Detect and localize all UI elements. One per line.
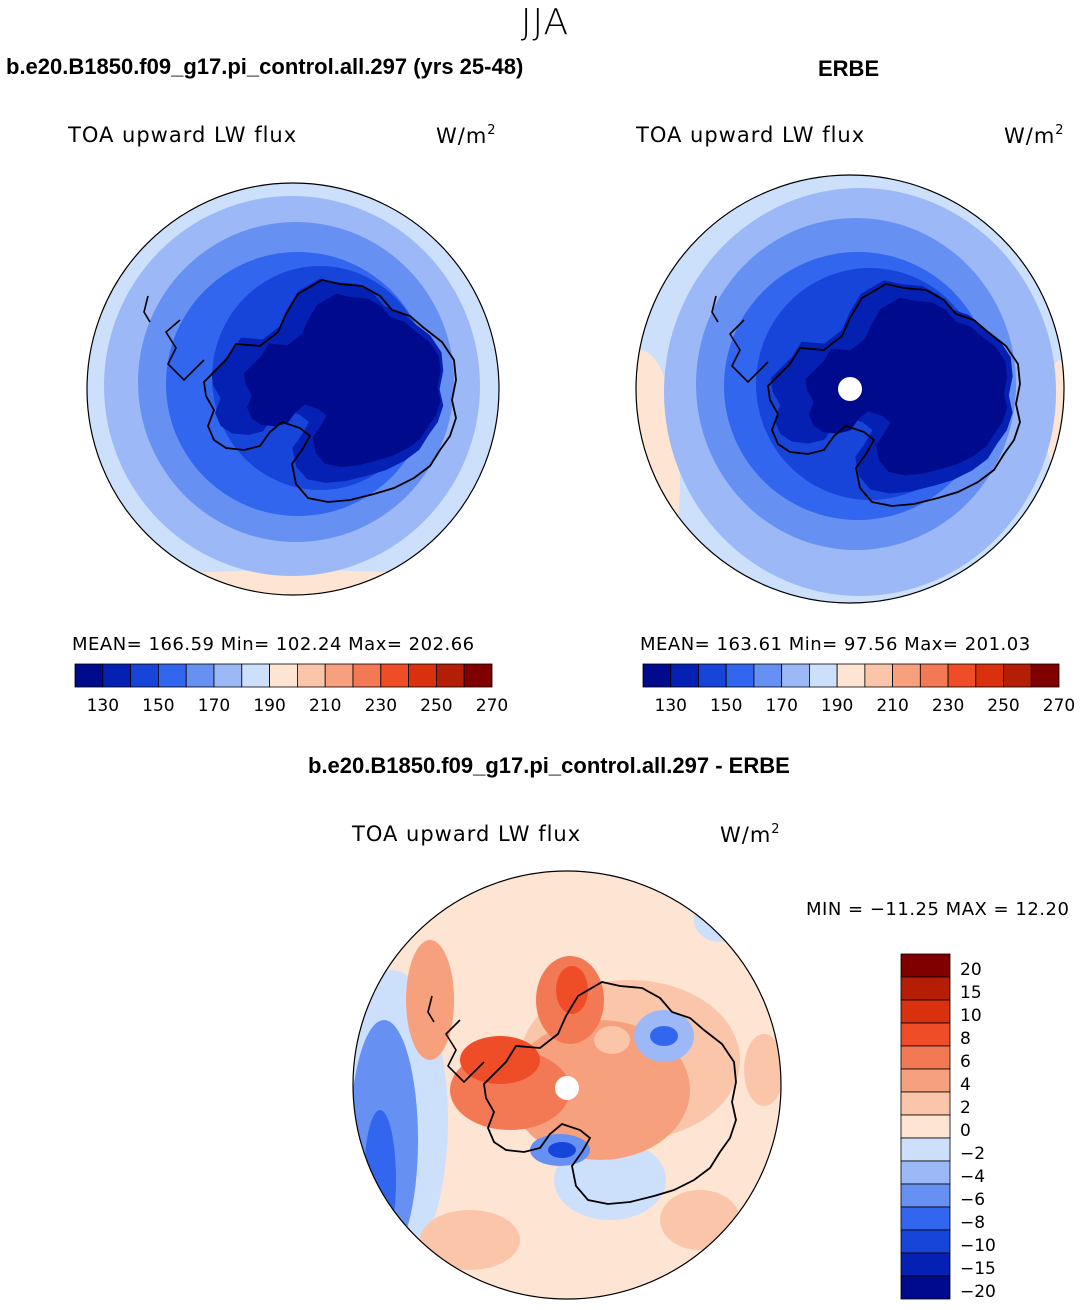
left-colorbar-tick-label: 230 [365, 696, 397, 716]
difference-colorbar-swatch [900, 1137, 951, 1162]
left-stats: MEAN= 166.59 Min= 102.24 Max= 202.66 [72, 634, 475, 655]
right-colorbar-swatch [698, 663, 727, 688]
left-colorbar-swatch [296, 663, 326, 688]
left-colorbar-tick-label: 210 [309, 696, 341, 716]
left-colorbar-tick-label: 190 [253, 696, 285, 716]
difference-colorbar-tick-label: 6 [960, 1052, 971, 1072]
diff-stats: MIN = −11.25 MAX = 12.20 [806, 899, 1070, 920]
difference-colorbar-tick-label: −20 [960, 1282, 996, 1302]
difference-colorbar-swatch [900, 953, 951, 978]
right-colorbar-swatch [642, 663, 672, 688]
difference-colorbar-swatch [900, 1229, 951, 1254]
left-colorbar-tick-label: 150 [142, 696, 174, 716]
left-colorbar-tick-label: 270 [476, 696, 508, 716]
right-colorbar-swatch [919, 663, 949, 688]
left-colorbar: 130 150 170 190 210 230 250 270 [74, 663, 508, 716]
right-colorbar-tick-label: 270 [1043, 696, 1075, 716]
left-colorbar-swatch [435, 663, 465, 688]
right-colorbar-swatch [1003, 663, 1032, 688]
difference-colorbar-tick-label: 10 [960, 1006, 982, 1026]
difference-colorbar-tick-label: −8 [960, 1213, 985, 1233]
right-colorbar-swatch [975, 663, 1004, 688]
left-colorbar-tick-label: 250 [420, 696, 452, 716]
left-colorbar-swatch [241, 663, 271, 688]
left-colorbar-swatch [185, 663, 215, 688]
difference-colorbar-tick-label: 20 [960, 960, 982, 980]
right-colorbar-swatch [1030, 663, 1060, 688]
right-colorbar-tick-label: 190 [821, 696, 853, 716]
right-colorbar-tick-label: 130 [655, 696, 687, 716]
difference-colorbar-swatch [900, 1068, 951, 1093]
right-colorbar-swatch [670, 663, 699, 688]
left-colorbar-swatch [269, 663, 298, 688]
right-colorbar-swatch [725, 663, 755, 688]
difference-colorbar-swatch [900, 976, 951, 1001]
right-colorbar: 130 150 170 190 210 230 250 270 [642, 663, 1075, 716]
difference-colorbar-tick-label: 4 [960, 1075, 971, 1095]
difference-map [352, 870, 782, 1300]
left-colorbar-swatch [74, 663, 104, 688]
difference-colorbar-swatch [900, 1045, 951, 1070]
diff-variable-label: TOA upward LW flux [352, 822, 582, 846]
right-colorbar-swatch [947, 663, 977, 688]
difference-colorbar-tick-label: 15 [960, 983, 982, 1003]
right-colorbar-tick-label: 170 [765, 696, 797, 716]
right-colorbar-tick-label: 230 [932, 696, 964, 716]
difference-colorbar-swatch [900, 1160, 951, 1185]
left-colorbar-swatch [324, 663, 354, 688]
left-colorbar-swatch [408, 663, 437, 688]
right-colorbar-swatch [753, 663, 783, 688]
difference-colorbar-swatch [900, 999, 951, 1024]
left-colorbar-tick-label: 130 [87, 696, 119, 716]
difference-colorbar-swatch [900, 1183, 951, 1208]
right-case-title: ERBE [818, 56, 880, 81]
right-stats: MEAN= 163.61 Min= 97.56 Max= 201.03 [640, 634, 1031, 655]
right-map [635, 174, 1065, 604]
right-colorbar-swatch [781, 663, 810, 688]
diff-units-label: W/m2 [720, 822, 781, 847]
right-colorbar-swatch [836, 663, 866, 688]
left-colorbar-swatch [157, 663, 187, 688]
left-colorbar-swatch [463, 663, 493, 688]
left-colorbar-swatch [130, 663, 159, 688]
difference-colorbar-tick-label: −2 [960, 1144, 985, 1164]
difference-colorbar-swatch [900, 1091, 951, 1116]
difference-colorbar-swatch [900, 1252, 951, 1277]
right-colorbar-tick-label: 250 [987, 696, 1019, 716]
difference-colorbar-tick-label: 0 [960, 1121, 971, 1141]
diff-case-title: b.e20.B1850.f09_g17.pi_control.all.297 -… [308, 753, 790, 778]
left-colorbar-swatch [213, 663, 243, 688]
left-colorbar-swatch [352, 663, 382, 688]
difference-colorbar-swatch [900, 1206, 951, 1231]
difference-colorbar-swatch [900, 1022, 951, 1047]
right-variable-label: TOA upward LW flux [636, 123, 866, 147]
right-units-label: W/m2 [1004, 123, 1065, 148]
right-colorbar-swatch [809, 663, 838, 688]
difference-colorbar-tick-label: 8 [960, 1029, 971, 1049]
difference-colorbar-tick-label: −15 [960, 1259, 996, 1279]
left-colorbar-swatch [380, 663, 409, 688]
difference-colorbar-tick-label: −4 [960, 1167, 985, 1187]
difference-colorbar-swatch [900, 1275, 951, 1300]
left-colorbar-swatch [102, 663, 132, 688]
right-colorbar-tick-label: 150 [710, 696, 742, 716]
difference-colorbar-tick-label: −6 [960, 1190, 985, 1210]
left-variable-label: TOA upward LW flux [68, 123, 298, 147]
left-colorbar-tick-label: 170 [198, 696, 230, 716]
difference-colorbar-swatch [900, 1114, 951, 1139]
right-colorbar-swatch [864, 663, 893, 688]
difference-colorbar-tick-label: 2 [960, 1098, 971, 1118]
difference-colorbar-tick-label: −10 [960, 1236, 996, 1256]
right-colorbar-swatch [892, 663, 921, 688]
left-case-title: b.e20.B1850.f09_g17.pi_control.all.297 (… [6, 54, 524, 79]
left-map [86, 182, 500, 596]
season-title: JJA [520, 2, 570, 43]
left-units-label: W/m2 [436, 123, 497, 148]
right-colorbar-tick-label: 210 [876, 696, 908, 716]
